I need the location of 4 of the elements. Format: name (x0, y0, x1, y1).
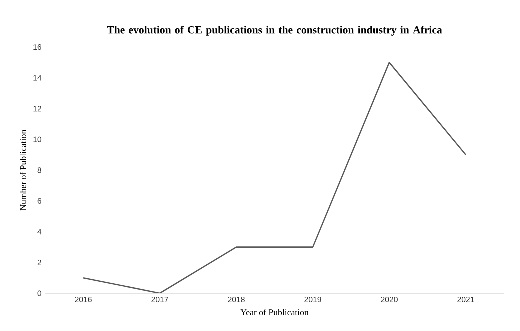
chart-title: The evolution of CE publications in the construction industry in Africa (107, 26, 442, 36)
line-series (82, 62, 467, 294)
x-axis-title: Year of Publication (240, 309, 309, 316)
y-axis-title: Number of Publication (20, 130, 26, 211)
